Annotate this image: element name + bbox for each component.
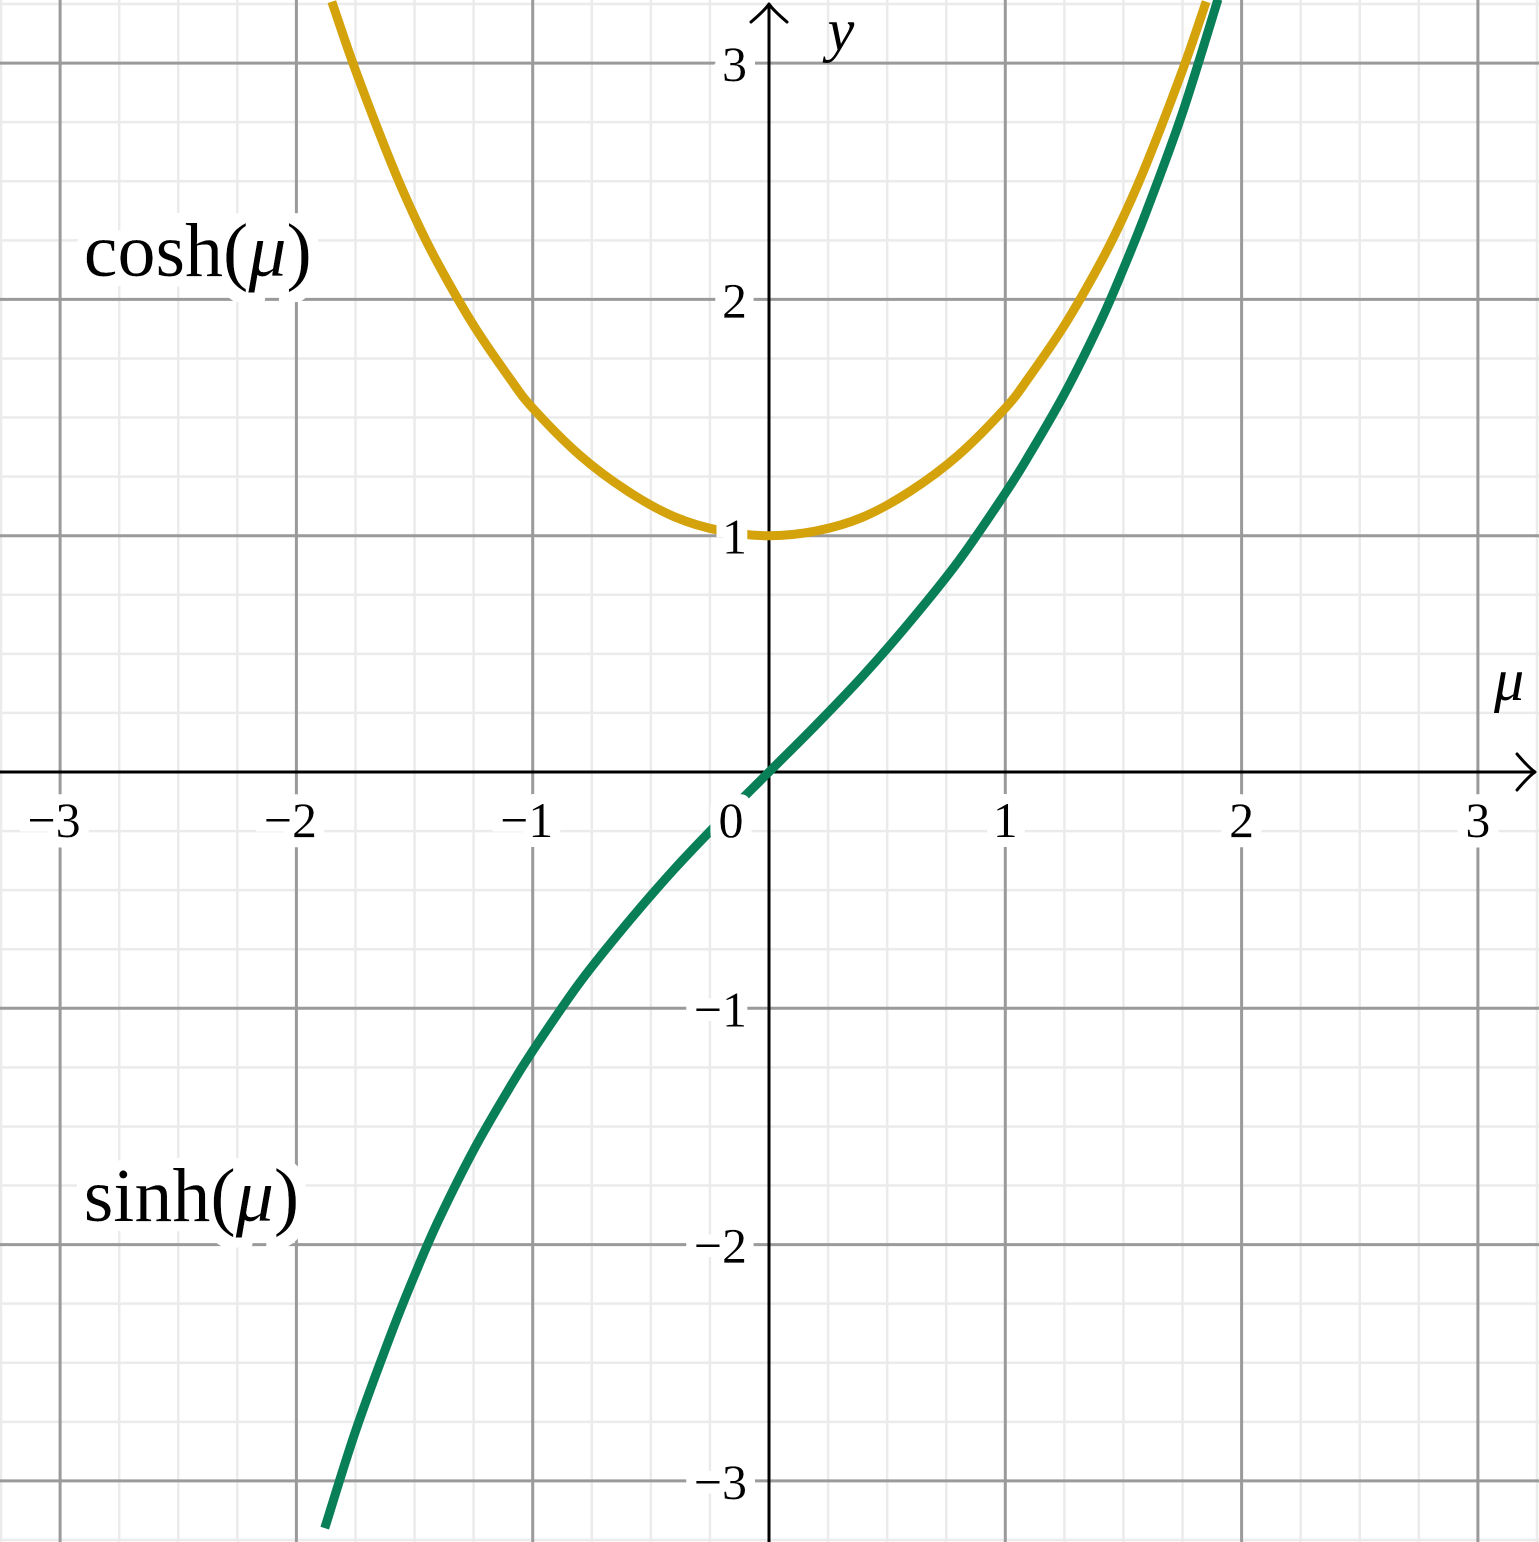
- x-tick-label: 3: [1465, 792, 1490, 848]
- sinh-label-part: μ: [235, 1154, 274, 1238]
- cosh-label-part: cosh(: [84, 209, 249, 293]
- y-tick-label: −2: [694, 1218, 747, 1274]
- x-axis-arrowhead: [1515, 752, 1537, 792]
- x-tick-label: 0: [719, 792, 744, 848]
- sinh-label-part: sinh(: [84, 1154, 236, 1238]
- sinh-label: sinh(μ): [84, 1154, 299, 1238]
- x-tick-label: 1: [993, 792, 1018, 848]
- x-tick-label: −3: [27, 792, 80, 848]
- y-axis-title: y: [822, 0, 855, 63]
- y-tick-label: 2: [722, 272, 747, 328]
- x-tick-label: −2: [264, 792, 317, 848]
- sinh-label-part: ): [274, 1154, 299, 1238]
- y-axis-arrowhead: [749, 2, 789, 24]
- curve-labels: cosh(μ)sinh(μ): [84, 209, 312, 1238]
- cosh-label: cosh(μ): [84, 209, 312, 293]
- cosh-label-part: μ: [247, 209, 286, 293]
- curves: [320, 0, 1223, 1530]
- y-tick-label: 3: [722, 36, 747, 92]
- x-tick-label: 2: [1229, 792, 1254, 848]
- x-axis-title: μ: [1493, 647, 1524, 713]
- y-tick-label: 1: [722, 509, 747, 565]
- axis-titles: μ y: [822, 0, 1524, 713]
- y-tick-label: −1: [694, 981, 747, 1037]
- x-tick-label: −1: [500, 792, 553, 848]
- cosh-curve: [327, 0, 1211, 541]
- sinh-curve: [320, 0, 1223, 1530]
- y-tick-label: −3: [694, 1454, 747, 1510]
- tick-labels: −3 −2 −1 0 1 2 3 −3 −2 −1 1 2 3: [27, 36, 1490, 1510]
- cosh-label-part: ): [287, 209, 312, 293]
